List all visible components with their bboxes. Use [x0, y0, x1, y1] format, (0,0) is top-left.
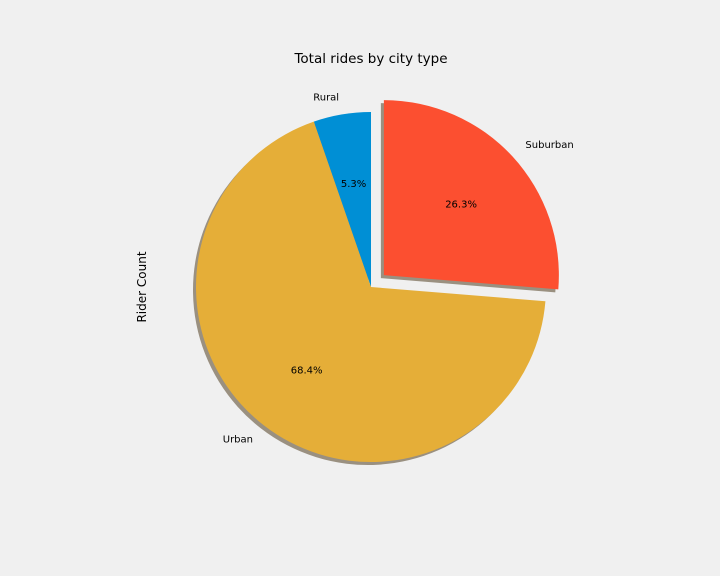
slice-urban — [196, 121, 546, 463]
y-axis-label: Rider Count — [135, 251, 149, 322]
pct-label-rural: 5.3% — [341, 179, 366, 190]
slice-label-urban: Urban — [223, 435, 253, 446]
pct-label-urban: 68.4% — [291, 365, 323, 376]
pie-slices — [196, 100, 559, 463]
chart-title: Total rides by city type — [293, 51, 447, 67]
slice-label-suburban: Suburban — [525, 140, 573, 151]
slice-label-rural: Rural — [313, 93, 339, 104]
pct-label-suburban: 26.3% — [445, 199, 477, 210]
slice-suburban — [383, 100, 559, 290]
slice-labels: Rural 5.3% Urban 68.4% Suburban 26.3% — [223, 93, 574, 446]
slice-rural — [313, 112, 371, 287]
